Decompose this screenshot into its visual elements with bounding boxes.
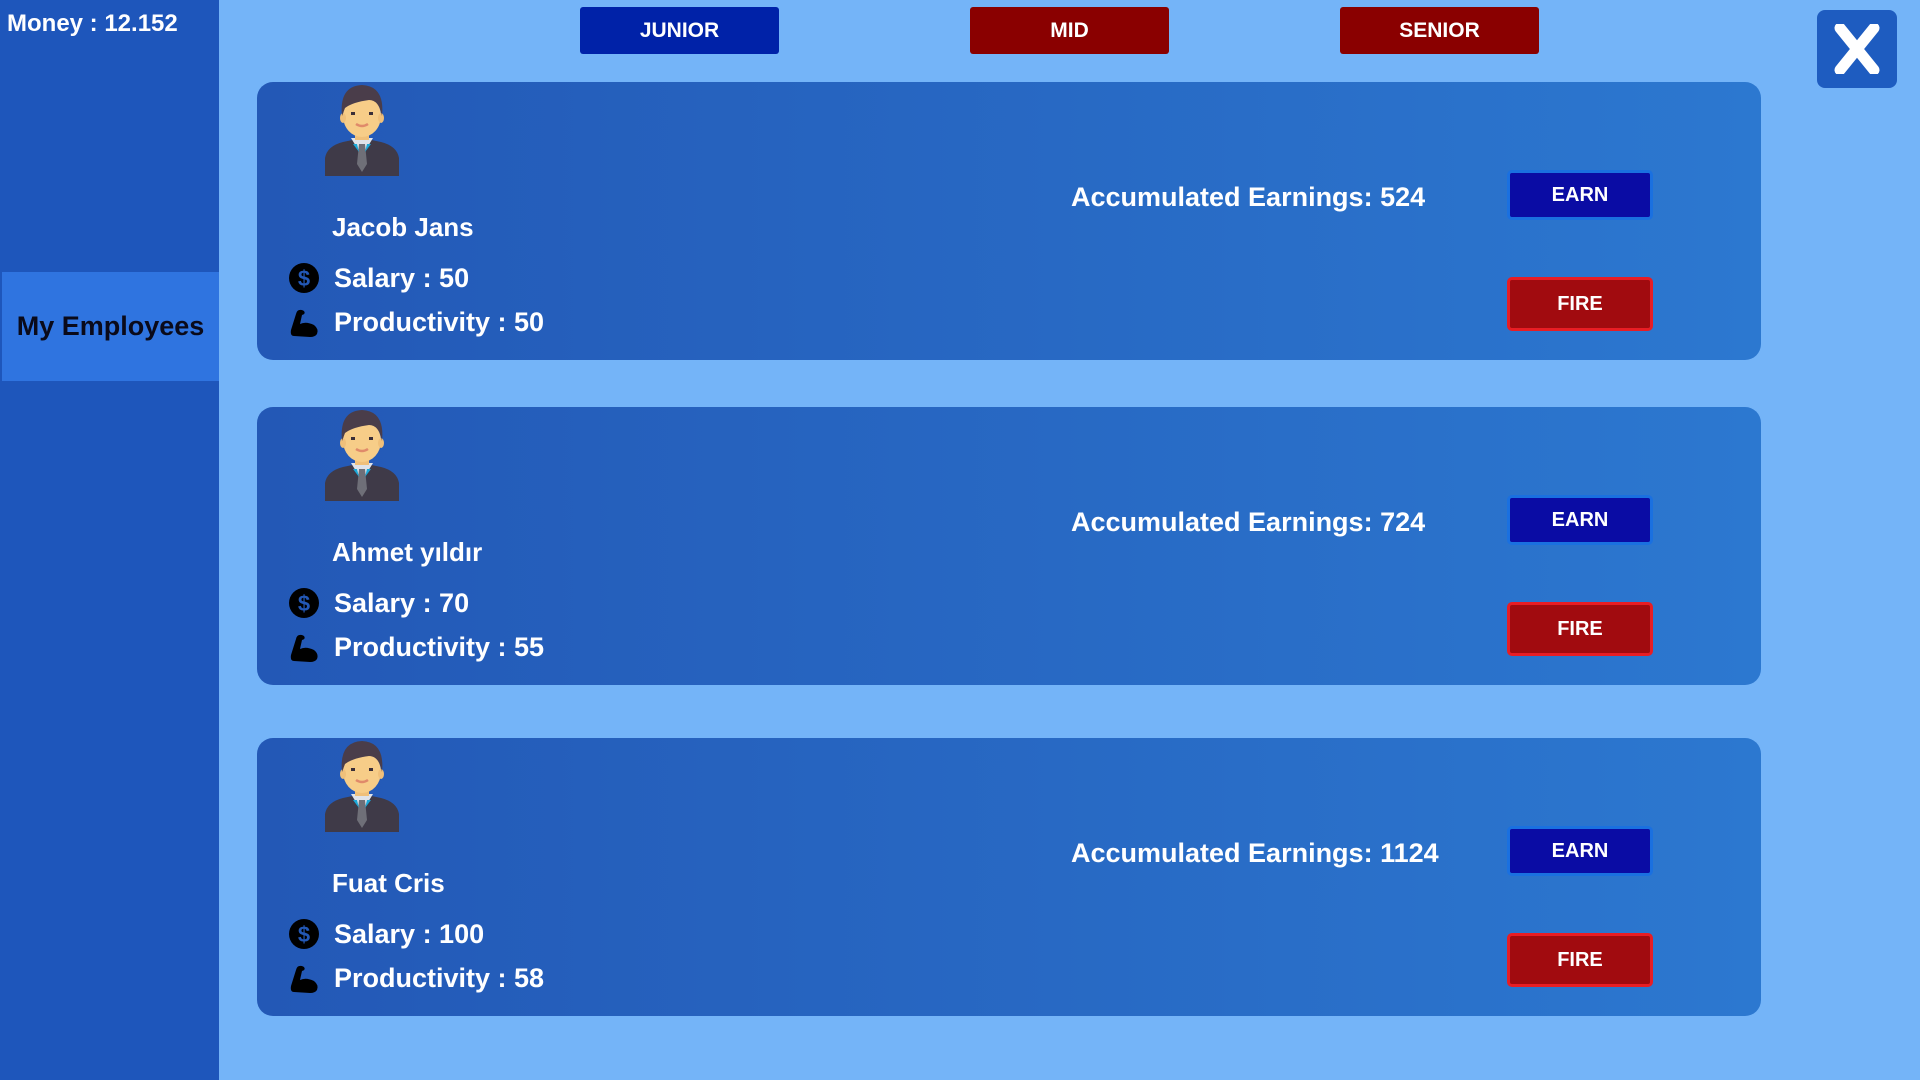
employee-avatar-icon xyxy=(325,410,399,501)
tab-junior[interactable]: JUNIOR xyxy=(580,7,779,54)
sidebar: Money : 12.152 My Employees xyxy=(0,0,219,1080)
fire-button[interactable]: FIRE xyxy=(1507,933,1653,987)
productivity-text: Productivity : 55 xyxy=(334,631,545,662)
tab-senior[interactable]: SENIOR xyxy=(1340,7,1539,54)
close-x-icon xyxy=(1834,24,1880,74)
productivity-text: Productivity : 50 xyxy=(334,306,545,337)
dollar-coin-icon: $ xyxy=(289,919,319,949)
employee-name: Jacob Jans xyxy=(332,212,474,242)
salary-row: $ Salary : 50 xyxy=(288,262,469,294)
close-button[interactable] xyxy=(1817,10,1897,88)
earn-button[interactable]: EARN xyxy=(1507,826,1653,876)
employee-name: Ahmet yıldır xyxy=(332,537,483,567)
sidebar-item-my-employees[interactable]: My Employees xyxy=(2,272,219,381)
employee-name: Fuat Cris xyxy=(332,868,445,898)
employee-card: Jacob Jans $ Salary : 50 Productivity : … xyxy=(257,82,1761,360)
dollar-coin-icon: $ xyxy=(289,588,319,618)
employee-card: Fuat Cris $ Salary : 100 Productivity : … xyxy=(257,738,1761,1016)
salary-text: Salary : 100 xyxy=(334,918,485,949)
flexed-arm-icon xyxy=(290,965,318,993)
salary-row: $ Salary : 70 xyxy=(288,587,469,619)
money-display: Money : 12.152 xyxy=(7,10,178,37)
earn-button[interactable]: EARN xyxy=(1507,170,1653,220)
tab-mid[interactable]: MID xyxy=(970,7,1169,54)
accumulated-earnings: Accumulated Earnings: 1124 xyxy=(1071,838,1439,868)
svg-text:$: $ xyxy=(298,266,310,291)
productivity-row: Productivity : 55 xyxy=(288,631,544,663)
svg-text:$: $ xyxy=(298,591,310,616)
accumulated-earnings: Accumulated Earnings: 724 xyxy=(1071,507,1426,537)
productivity-text: Productivity : 58 xyxy=(334,962,545,993)
productivity-row: Productivity : 50 xyxy=(288,306,544,338)
flexed-arm-icon xyxy=(290,309,318,337)
salary-text: Salary : 50 xyxy=(334,262,470,293)
dollar-coin-icon: $ xyxy=(289,263,319,293)
productivity-row: Productivity : 58 xyxy=(288,962,544,994)
fire-button[interactable]: FIRE xyxy=(1507,277,1653,331)
employee-avatar-icon xyxy=(325,741,399,832)
accumulated-earnings: Accumulated Earnings: 524 xyxy=(1071,182,1426,212)
flexed-arm-icon xyxy=(290,634,318,662)
employee-avatar-icon xyxy=(325,85,399,176)
salary-row: $ Salary : 100 xyxy=(288,918,484,950)
employee-card: Ahmet yıldır $ Salary : 70 Productivity … xyxy=(257,407,1761,685)
earn-button[interactable]: EARN xyxy=(1507,495,1653,545)
salary-text: Salary : 70 xyxy=(334,587,470,618)
svg-text:$: $ xyxy=(298,922,310,947)
fire-button[interactable]: FIRE xyxy=(1507,602,1653,656)
